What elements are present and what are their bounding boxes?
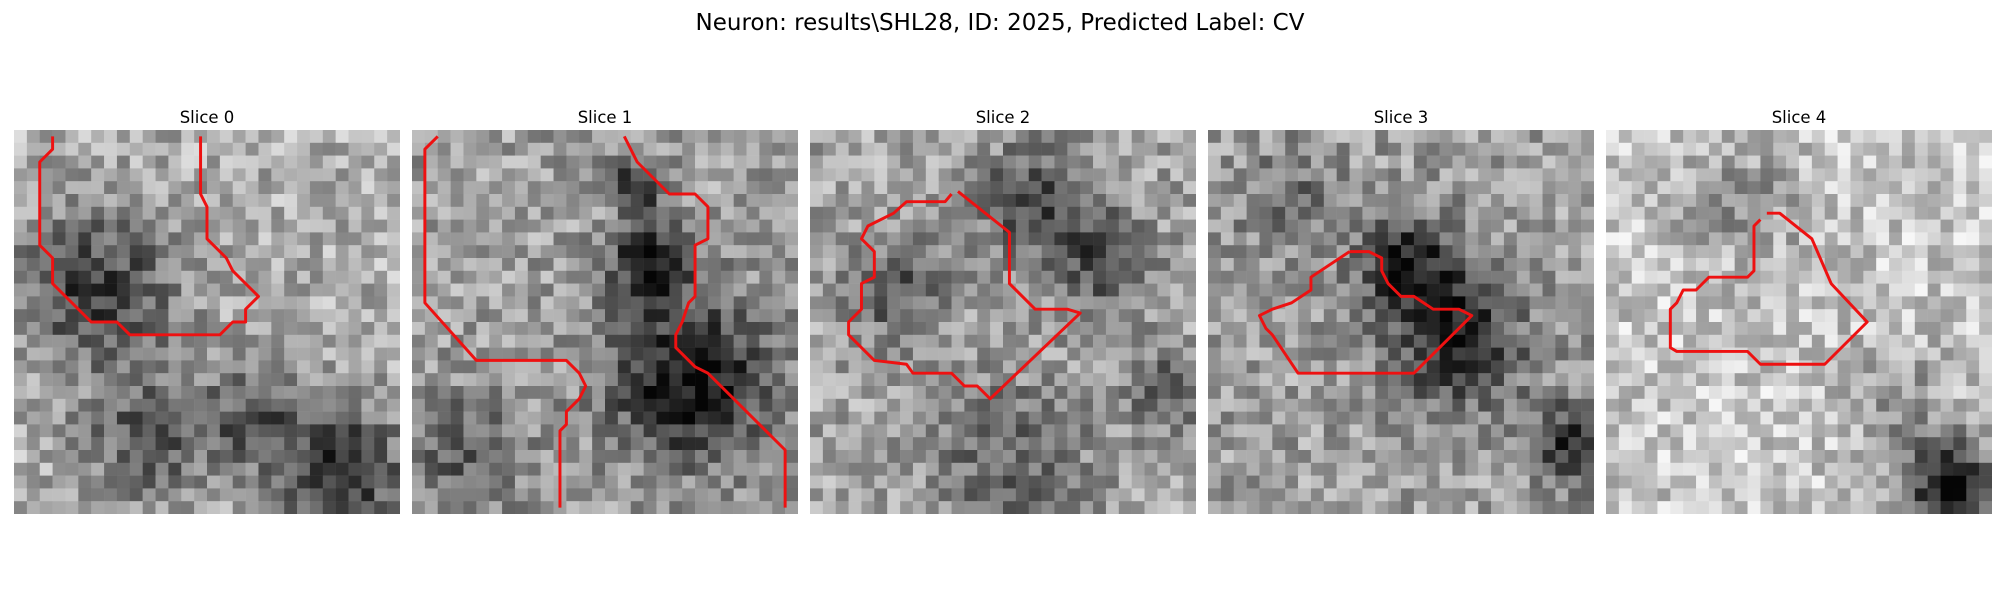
cell-contour-1a: [423, 135, 588, 508]
slice-image-1: [412, 130, 798, 514]
slice-title-2: Slice 2: [975, 108, 1031, 127]
slice-panel-1: Slice 1: [412, 106, 798, 514]
slice-image-3: [1208, 130, 1594, 514]
cell-contour-1b: [622, 135, 787, 508]
cell-contour-3: [1257, 250, 1474, 375]
slice-title-0: Slice 0: [179, 108, 235, 127]
slice-title-4: Slice 4: [1771, 108, 1827, 127]
slice-title-1: Slice 1: [577, 108, 633, 127]
cell-contour-2: [847, 190, 1082, 401]
figure-title: Neuron: results\SHL28, ID: 2025, Predict…: [695, 10, 1305, 36]
cell-contour-4: [1668, 211, 1869, 366]
slice-image-0: [14, 130, 400, 514]
slice-image-2: [810, 130, 1196, 514]
cell-contour-0: [38, 136, 260, 337]
slice-panel-4: Slice 4: [1606, 106, 1992, 514]
slice-panel-0: Slice 0: [14, 106, 400, 514]
slice-panel-3: Slice 3: [1208, 106, 1594, 514]
slice-title-3: Slice 3: [1373, 108, 1429, 127]
slice-image-4: [1606, 130, 1992, 514]
slice-panel-2: Slice 2: [810, 106, 1196, 514]
